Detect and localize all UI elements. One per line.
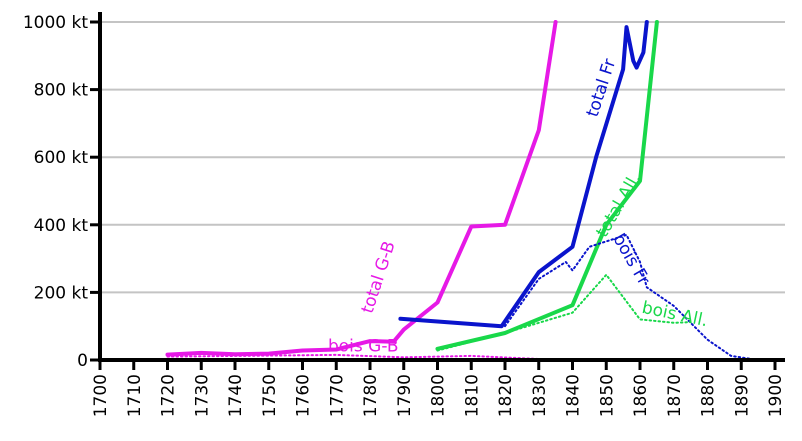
y-tick-label-600: 600 kt [34, 148, 89, 168]
y-axis-ticks: 0 200 kt 400 kt 600 kt 800 kt 1000 kt [23, 13, 100, 371]
x-tick-label-1790: 1790 [395, 374, 415, 417]
axes [98, 12, 785, 362]
x-tick-label-1720: 1720 [159, 374, 179, 417]
series-label-total-g-b: total G-B [358, 239, 400, 316]
series-group [165, 20, 760, 361]
x-tick-label-1900: 1900 [766, 374, 786, 417]
x-tick-label-1830: 1830 [530, 374, 550, 417]
y-tick-label-200: 200 kt [34, 283, 89, 303]
series-labels: total G-B total Fr total All. bois G-B bois … [328, 57, 709, 357]
x-tick-label-1740: 1740 [226, 374, 246, 417]
series-line-bois-all [436, 273, 692, 352]
series-line-bois-fr [504, 233, 760, 361]
x-tick-label-1850: 1850 [597, 374, 617, 417]
x-tick-label-1760: 1760 [294, 374, 314, 417]
x-tick-label-1710: 1710 [125, 374, 145, 417]
x-tick-label-1840: 1840 [564, 374, 584, 417]
x-tick-label-1890: 1890 [732, 374, 752, 417]
x-tick-label-1750: 1750 [260, 374, 280, 417]
series-line-total-fr [398, 20, 649, 329]
series-label-bois-all: bois All. [640, 298, 709, 331]
x-tick-label-1870: 1870 [665, 374, 685, 417]
x-tick-label-1770: 1770 [327, 374, 347, 417]
y-tick-label-0: 0 [77, 351, 88, 371]
x-tick-label-1860: 1860 [631, 374, 651, 417]
x-axis-ticks: 1700 1710 1720 1730 1740 1750 1760 1770 1780 1790… [91, 360, 786, 417]
x-tick-label-1700: 1700 [91, 374, 111, 417]
x-tick-label-1820: 1820 [496, 374, 516, 417]
series-label-bois-fr: bois Fr [608, 230, 653, 288]
y-tick-label-800: 800 kt [34, 81, 89, 101]
series-label-total-all: total All. [592, 170, 645, 241]
x-tick-label-1730: 1730 [192, 374, 212, 417]
series-label-total-fr: total Fr [583, 57, 621, 120]
y-tick-label-1000: 1000 kt [23, 13, 89, 33]
y-tick-label-400: 400 kt [34, 216, 89, 236]
grid-lines [100, 21, 785, 294]
series-line-total-g-b [165, 20, 558, 357]
x-tick-label-1880: 1880 [699, 374, 719, 417]
x-tick-label-1800: 1800 [429, 374, 449, 417]
series-label-bois-g-b: bois G-B [328, 337, 399, 357]
x-tick-label-1810: 1810 [462, 374, 482, 417]
x-tick-label-1780: 1780 [361, 374, 381, 417]
